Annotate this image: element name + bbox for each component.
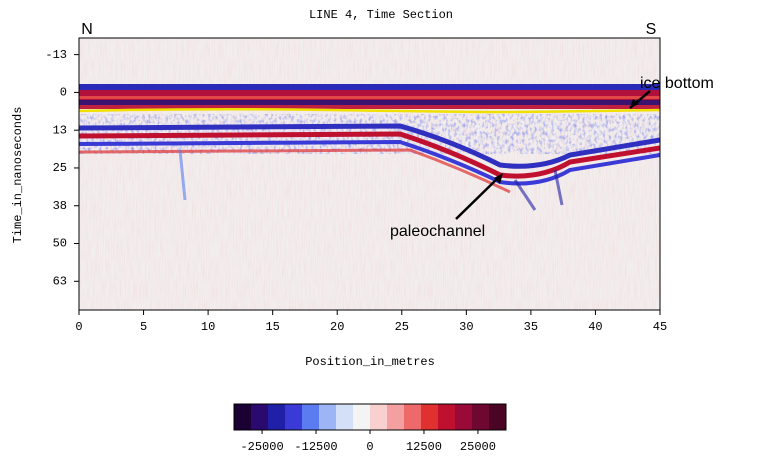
- x-tick-label: 25: [395, 320, 409, 334]
- y-tick-label: 38: [53, 199, 67, 213]
- x-tick-label: 5: [140, 320, 147, 334]
- x-tick-label: 30: [459, 320, 473, 334]
- y-tick-label: 13: [53, 123, 67, 137]
- north-label: N: [81, 21, 93, 38]
- colorbar-swatch: [438, 404, 456, 430]
- y-tick-label: 0: [60, 86, 67, 100]
- colorbar-swatch: [370, 404, 388, 430]
- colorbar-swatch: [472, 404, 490, 430]
- colorbar-swatch: [285, 404, 303, 430]
- colorbar-swatch: [302, 404, 320, 430]
- chart-title: LINE 4, Time Section: [309, 8, 453, 22]
- x-axis-label: Position_in_metres: [305, 355, 435, 369]
- x-tick-label: 40: [588, 320, 602, 334]
- colorbar-swatch: [404, 404, 422, 430]
- colorbar-swatch: [421, 404, 439, 430]
- colorbar-tick-label: 25000: [460, 440, 496, 454]
- x-tick-label: 10: [201, 320, 215, 334]
- south-label: S: [646, 21, 657, 38]
- annotation: paleochannel: [390, 223, 485, 240]
- x-tick-label: 20: [330, 320, 344, 334]
- plot-frame: [78, 37, 661, 311]
- colorbar-tick-label: 12500: [406, 440, 442, 454]
- y-tick-label: 50: [53, 237, 67, 251]
- colorbar-swatch: [336, 404, 354, 430]
- x-tick-label: 45: [653, 320, 667, 334]
- x-tick-label: 35: [524, 320, 538, 334]
- colorbar-tick-label: 0: [366, 440, 373, 454]
- y-tick-label: -13: [45, 48, 67, 62]
- colorbar-swatch: [251, 404, 269, 430]
- y-tick-label: 25: [53, 161, 67, 175]
- colorbar-swatch: [489, 404, 507, 430]
- colorbar-tick-label: -25000: [240, 440, 283, 454]
- colorbar-swatch: [455, 404, 473, 430]
- colorbar-swatch: [353, 404, 371, 430]
- y-axis-label: Time_in_nanoseconds: [11, 107, 25, 244]
- y-tick-label: 63: [53, 274, 67, 288]
- colorbar-swatch: [268, 404, 286, 430]
- annotation: ice bottom: [640, 75, 714, 92]
- colorbar-swatch: [234, 404, 252, 430]
- annotation-arrow: [455, 175, 501, 220]
- x-tick-label: 15: [265, 320, 279, 334]
- arrow-head: [630, 99, 639, 108]
- x-tick-label: 0: [75, 320, 82, 334]
- radargram: [79, 38, 660, 310]
- colorbar-tick-label: -12500: [294, 440, 337, 454]
- colorbar-swatch: [319, 404, 337, 430]
- arrow-head: [494, 173, 503, 184]
- colorbar-swatch: [387, 404, 405, 430]
